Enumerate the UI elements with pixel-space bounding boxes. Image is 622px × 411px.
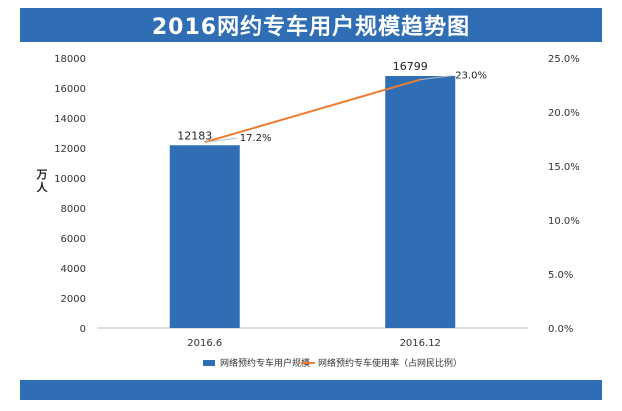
legend-bar-swatch xyxy=(203,360,215,366)
leader-line xyxy=(420,75,453,81)
y2-tick-label: 5.0% xyxy=(548,270,573,281)
y-tick-label: 10000 xyxy=(54,174,86,185)
line-point-label: 17.2% xyxy=(240,133,272,144)
title-bar: 2016网约专车用户规模趋势图 xyxy=(20,8,602,42)
y-tick-label: 4000 xyxy=(61,264,86,275)
leader-line xyxy=(204,137,237,143)
bar-value-label: 12183 xyxy=(177,129,212,142)
y2-tick-label: 25.0% xyxy=(548,54,580,65)
bar-value-label: 16799 xyxy=(393,60,428,73)
y-tick-label: 16000 xyxy=(54,84,86,95)
y-tick-label: 6000 xyxy=(61,234,86,245)
bar xyxy=(385,76,456,328)
bar xyxy=(169,145,240,328)
y2-tick-label: 15.0% xyxy=(548,162,580,173)
y-tick-label: 14000 xyxy=(54,114,86,125)
legend-line-label: 网络预约专车使用率（占网民比例） xyxy=(318,357,462,369)
y2-tick-label: 20.0% xyxy=(548,108,580,119)
chart-frame: 2016网约专车用户规模趋势图 xyxy=(20,8,602,400)
y-tick-label: 8000 xyxy=(61,204,86,215)
legend-bar-label: 网络预约专车用户规模 xyxy=(220,357,310,369)
x-tick-label: 2016.6 xyxy=(187,338,222,349)
y-tick-label: 18000 xyxy=(54,54,86,65)
y-tick-label: 12000 xyxy=(54,144,86,155)
y-axis-label-char: 人 xyxy=(37,180,49,194)
y-tick-label: 0 xyxy=(80,324,86,335)
y-tick-label: 2000 xyxy=(61,294,86,305)
chart-title: 2016网约专车用户规模趋势图 xyxy=(151,15,471,40)
rate-line xyxy=(204,78,421,144)
line-point-label: 23.0% xyxy=(455,71,487,82)
y2-tick-label: 0.0% xyxy=(548,324,573,335)
y2-tick-label: 10.0% xyxy=(548,216,580,227)
y-axis-label-char: 万 xyxy=(36,168,48,181)
x-tick-label: 2016.12 xyxy=(400,338,441,349)
bottom-bar xyxy=(20,380,602,400)
